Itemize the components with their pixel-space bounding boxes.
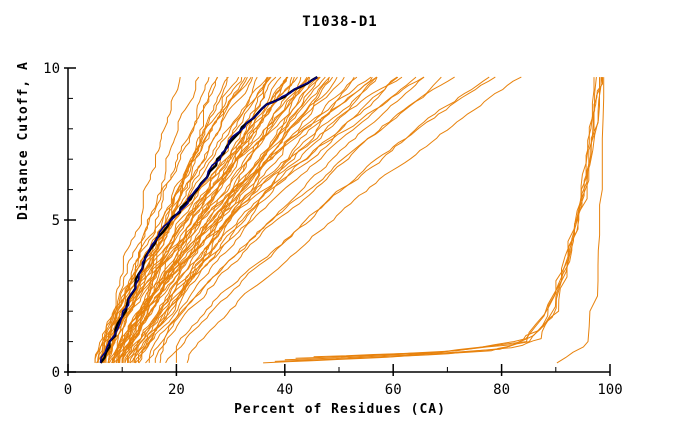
x-tick-label: 0	[64, 382, 72, 398]
x-tick-label: 100	[597, 382, 622, 398]
chart-title: T1038-D1	[302, 14, 378, 30]
outlier-curve	[274, 77, 597, 362]
model-curve	[111, 76, 321, 364]
model-curve	[97, 76, 200, 363]
model-curve	[118, 76, 338, 363]
x-axis-label: Percent of Residues (CA)	[234, 402, 446, 417]
model-curve	[115, 76, 310, 364]
outlier-curve	[340, 77, 603, 358]
model-curve	[94, 76, 219, 363]
model-curve	[148, 76, 417, 363]
model-curve	[138, 76, 398, 364]
model-curve	[145, 76, 425, 364]
model-curve	[107, 76, 258, 364]
model-curve	[134, 76, 355, 364]
x-tick-label: 40	[276, 382, 293, 398]
highlight-curve	[99, 76, 318, 363]
outlier-curve	[284, 77, 602, 361]
model-curve	[159, 76, 455, 363]
model-curve	[124, 76, 293, 364]
model-curve	[165, 76, 490, 364]
model-curve	[154, 76, 442, 363]
model-curve	[138, 76, 378, 363]
outlier-curve	[313, 77, 600, 358]
outlier-curve	[556, 77, 605, 364]
x-tick-label: 80	[493, 382, 510, 398]
y-tick-label: 0	[52, 365, 60, 381]
outlier-curve	[295, 77, 603, 359]
y-tick-label: 5	[52, 213, 60, 229]
x-tick-label: 60	[385, 382, 402, 398]
model-curve	[175, 76, 496, 363]
model-curve	[124, 76, 373, 363]
model-curve	[105, 76, 295, 363]
model-curve	[186, 76, 522, 364]
model-curve	[127, 76, 330, 363]
model-curve	[129, 76, 320, 364]
y-tick-label: 10	[43, 61, 60, 77]
model-curve	[117, 76, 425, 363]
model-curve	[132, 76, 334, 363]
model-curve	[101, 77, 228, 364]
model-curve	[122, 76, 358, 363]
model-curve	[119, 76, 345, 363]
model-curve	[134, 76, 399, 363]
model-curve	[121, 76, 330, 363]
x-tick-label: 20	[168, 382, 185, 398]
